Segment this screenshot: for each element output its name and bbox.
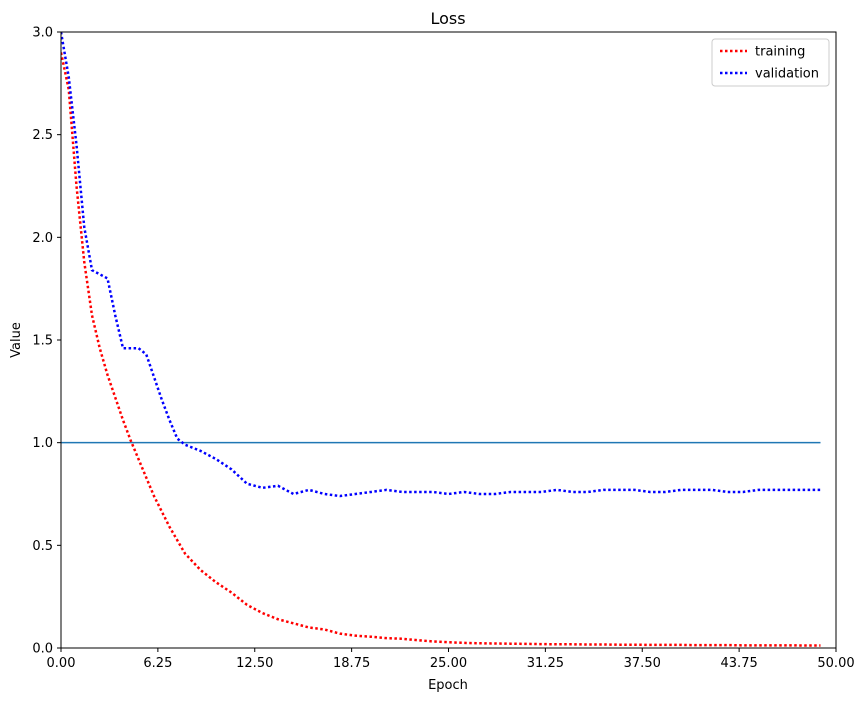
y-axis-label: Value: [9, 322, 24, 358]
x-tick-label: 25.00: [430, 656, 467, 671]
x-tick-label: 43.75: [721, 656, 758, 671]
y-tick-label: 3.0: [32, 26, 53, 41]
y-axis-ticks: 0.0 0.5 1.0 1.5 2.0 2.5 3.0: [32, 26, 61, 657]
y-tick-label: 1.5: [32, 334, 53, 349]
x-tick-label: 37.50: [624, 656, 661, 671]
x-tick-label: 0.00: [47, 656, 76, 671]
plot-frame: [60, 31, 837, 649]
y-tick-label: 0.5: [32, 539, 53, 554]
x-axis-ticks: 0.00 6.25 12.50 18.75 25.00 31.25 37.50 43.75 50…: [47, 648, 855, 671]
legend-label-training: training: [755, 45, 805, 60]
series-line-validation: [61, 32, 821, 498]
y-tick-label: 1.0: [32, 436, 53, 451]
y-tick-label: 2.5: [32, 128, 53, 143]
x-tick-label: 50.00: [817, 656, 854, 671]
x-tick-label: 18.75: [333, 656, 370, 671]
y-tick-label: 0.0: [32, 642, 53, 657]
y-tick-label: 2.0: [32, 231, 53, 246]
series-line-training: [61, 52, 821, 647]
plot-area: [61, 32, 821, 647]
x-axis-label: Epoch: [428, 678, 468, 693]
x-tick-label: 12.50: [236, 656, 273, 671]
x-tick-label: 31.25: [527, 656, 564, 671]
chart-title: Loss: [430, 9, 465, 28]
legend-label-validation: validation: [755, 67, 819, 82]
legend: training validation: [711, 38, 830, 87]
x-tick-label: 6.25: [143, 656, 172, 671]
